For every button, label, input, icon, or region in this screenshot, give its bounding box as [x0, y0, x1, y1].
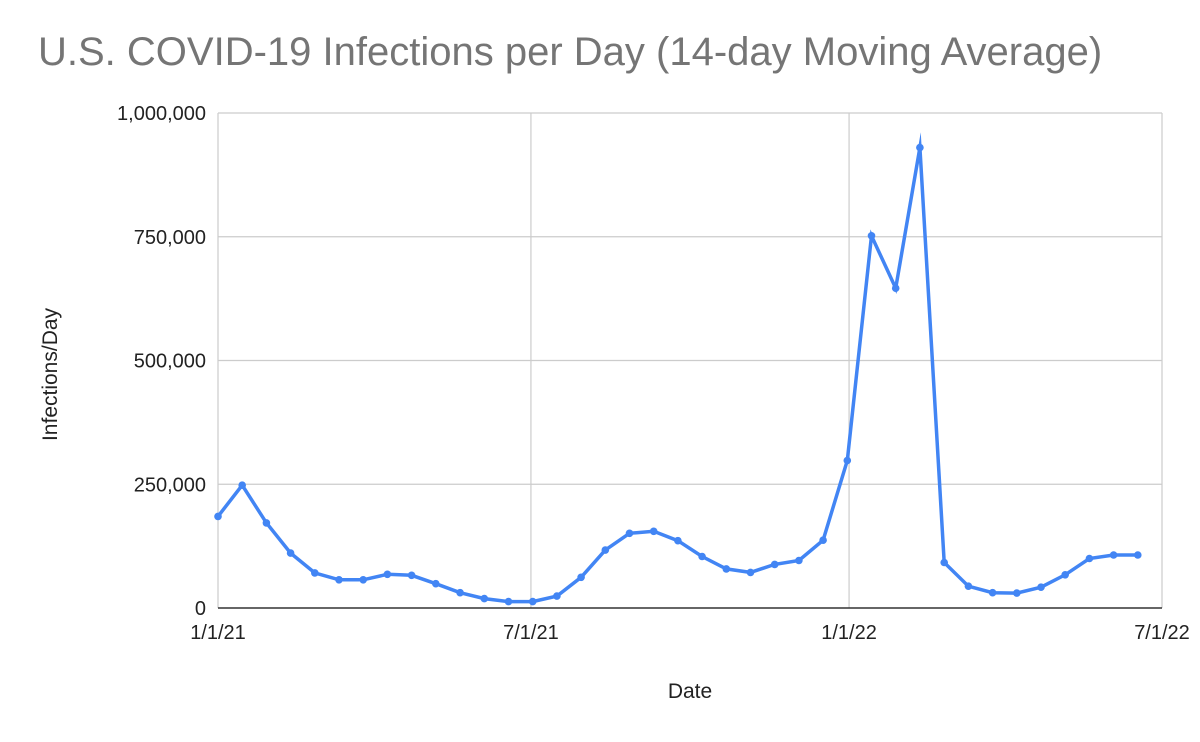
data-point	[625, 529, 634, 538]
data-point	[553, 592, 561, 600]
y-tick-label: 500,000	[134, 351, 206, 373]
data-point	[843, 456, 852, 465]
data-point	[1061, 571, 1069, 579]
data-point	[867, 232, 876, 240]
x-tick-label: 7/1/21	[503, 622, 559, 644]
data-point	[577, 573, 585, 582]
data-point	[964, 582, 973, 590]
chart-title: U.S. COVID-19 Infections per Day (14-day…	[38, 30, 1103, 74]
y-tick-label: 250,000	[134, 474, 206, 496]
data-point	[286, 549, 295, 557]
data-point	[916, 143, 924, 152]
data-point	[528, 597, 537, 606]
data-point	[1037, 583, 1045, 591]
data-series	[214, 132, 1142, 606]
data-point	[722, 565, 731, 573]
x-tick-label: 7/1/22	[1134, 622, 1190, 644]
data-point	[432, 579, 440, 588]
data-point	[1085, 554, 1094, 563]
data-point	[770, 560, 779, 569]
data-point	[698, 552, 706, 561]
y-axis-title: Infections/Day	[39, 307, 62, 441]
data-point	[795, 556, 803, 565]
data-point	[407, 571, 416, 580]
x-tick-label: 1/1/21	[190, 622, 246, 644]
y-tick-labels: 0 250,000 500,000 750,000 1,000,000	[117, 103, 206, 620]
data-point	[214, 512, 222, 521]
gridlines	[217, 112, 1163, 608]
x-tick-label: 1/1/22	[821, 622, 877, 644]
data-point	[819, 536, 827, 544]
y-tick-label: 750,000	[134, 227, 206, 249]
data-point	[359, 576, 368, 584]
y-tick-label: 0	[195, 598, 206, 620]
data-point	[262, 519, 271, 527]
data-point	[674, 536, 682, 545]
data-point	[649, 527, 658, 536]
data-point	[988, 588, 997, 597]
data-point	[1013, 589, 1021, 597]
data-point	[456, 588, 464, 597]
data-point	[746, 568, 755, 577]
data-point	[891, 284, 900, 293]
x-tick-labels: 1/1/21 7/1/21 1/1/22 7/1/22	[190, 622, 1190, 644]
data-point	[940, 558, 948, 567]
y-tick-label: 1,000,000	[117, 103, 206, 125]
x-axis-title: Date	[668, 680, 712, 703]
data-point	[1109, 551, 1118, 559]
data-point	[480, 594, 489, 603]
data-point	[238, 481, 246, 490]
data-point	[383, 570, 392, 579]
data-point	[311, 569, 319, 577]
data-point	[601, 546, 610, 554]
data-point	[1134, 551, 1142, 559]
data-point	[335, 576, 343, 584]
data-point	[504, 597, 513, 606]
series-line	[216, 132, 1138, 604]
